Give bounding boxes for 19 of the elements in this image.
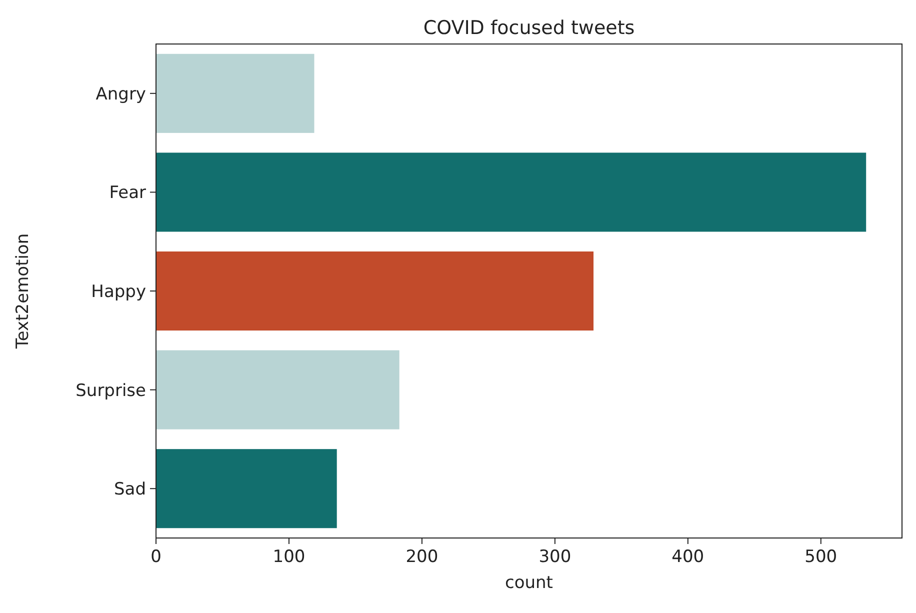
- y-tick-label: Sad: [114, 480, 146, 500]
- x-tick-label: 100: [272, 547, 306, 567]
- bar: [156, 152, 866, 232]
- x-axis-title: count: [505, 573, 554, 593]
- y-tick-label: Angry: [96, 84, 146, 104]
- y-tick-label: Happy: [91, 282, 146, 302]
- x-tick-label: 0: [150, 547, 162, 567]
- x-tick-label: 500: [804, 547, 838, 567]
- x-tick-label: 400: [672, 547, 704, 567]
- y-axis-title: Text2emotion: [13, 233, 33, 350]
- bar: [156, 449, 337, 528]
- bar: [156, 251, 594, 331]
- x-tick-label: 200: [406, 547, 438, 567]
- bar: [156, 54, 314, 133]
- x-tick-label: 300: [538, 547, 572, 567]
- bar: [156, 350, 400, 430]
- y-tick-label: Surprise: [76, 380, 146, 401]
- y-tick-label: Fear: [109, 183, 146, 204]
- chart-title: COVID focused tweets: [423, 17, 635, 39]
